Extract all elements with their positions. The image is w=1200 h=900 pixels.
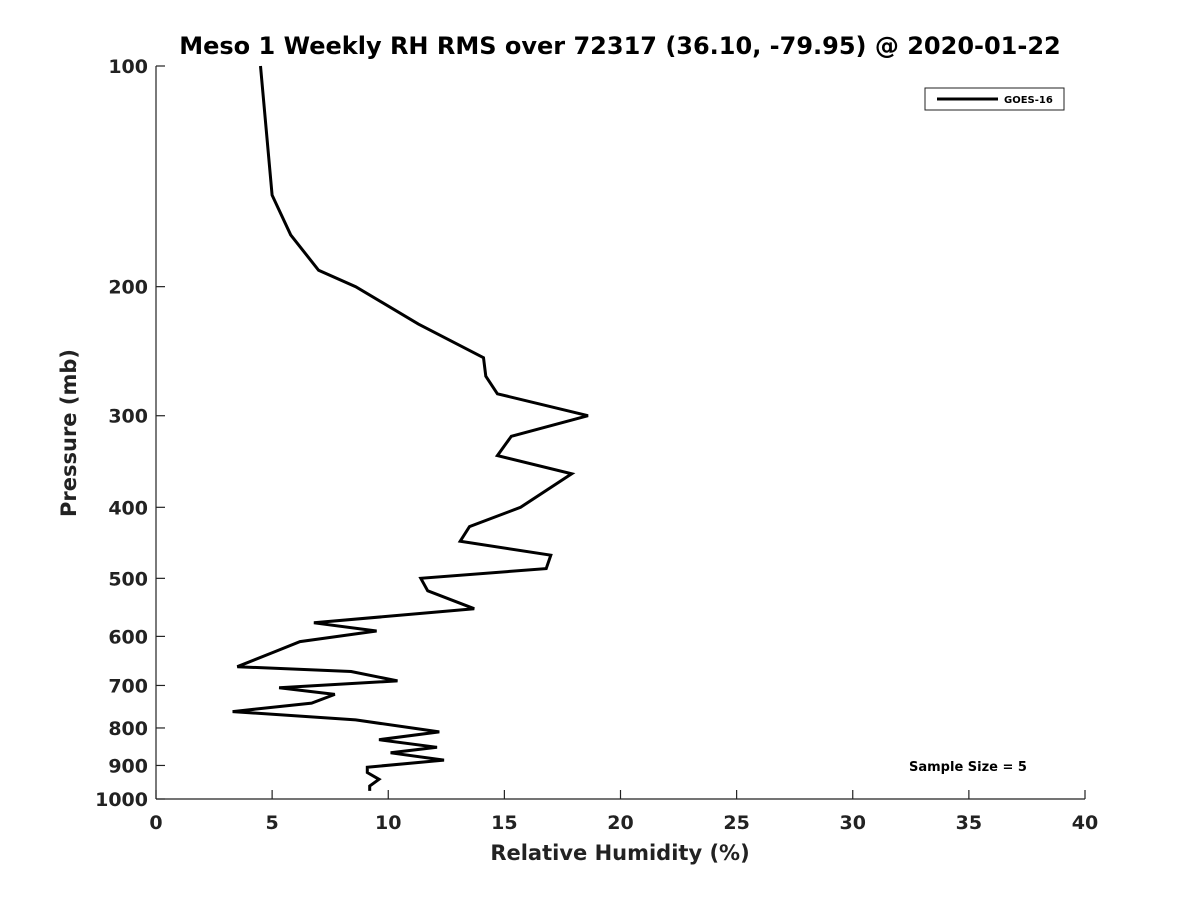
x-tick-label: 20 <box>607 812 633 834</box>
y-tick-label: 900 <box>108 755 148 777</box>
legend: GOES-16 <box>924 87 1065 111</box>
x-tick-label: 25 <box>723 812 749 834</box>
series-line-goes-16 <box>232 65 589 791</box>
x-tick-label: 0 <box>149 812 162 834</box>
x-tick-label: 15 <box>491 812 517 834</box>
x-tick-label: 30 <box>840 812 866 834</box>
y-tick-label: 800 <box>108 718 148 740</box>
y-axis-label: Pressure (mb) <box>57 349 81 517</box>
y-ticks: 100 200 300 400 500 600 700 800 900 1000 <box>95 56 165 811</box>
y-tick-label: 200 <box>108 277 148 299</box>
y-tick-label: 400 <box>108 497 148 519</box>
y-tick-label: 100 <box>108 56 148 78</box>
y-tick-label: 700 <box>108 675 148 697</box>
y-tick-label: 1000 <box>95 789 148 811</box>
x-tick-label: 40 <box>1072 812 1098 834</box>
x-tick-label: 5 <box>266 812 279 834</box>
x-tick-label: 35 <box>956 812 982 834</box>
y-tick-label: 300 <box>108 406 148 428</box>
y-tick-label: 500 <box>108 568 148 590</box>
x-tick-label: 10 <box>375 812 401 834</box>
chart-title: Meso 1 Weekly RH RMS over 72317 (36.10, … <box>179 32 1061 60</box>
x-axis-label: Relative Humidity (%) <box>490 841 749 865</box>
y-tick-label: 600 <box>108 626 148 648</box>
sample-size-annotation: Sample Size = 5 <box>909 760 1027 775</box>
legend-series-name: GOES-16 <box>1004 95 1053 106</box>
x-ticks: 0 5 10 15 20 25 30 35 40 <box>149 790 1098 834</box>
series-layer <box>232 65 589 791</box>
